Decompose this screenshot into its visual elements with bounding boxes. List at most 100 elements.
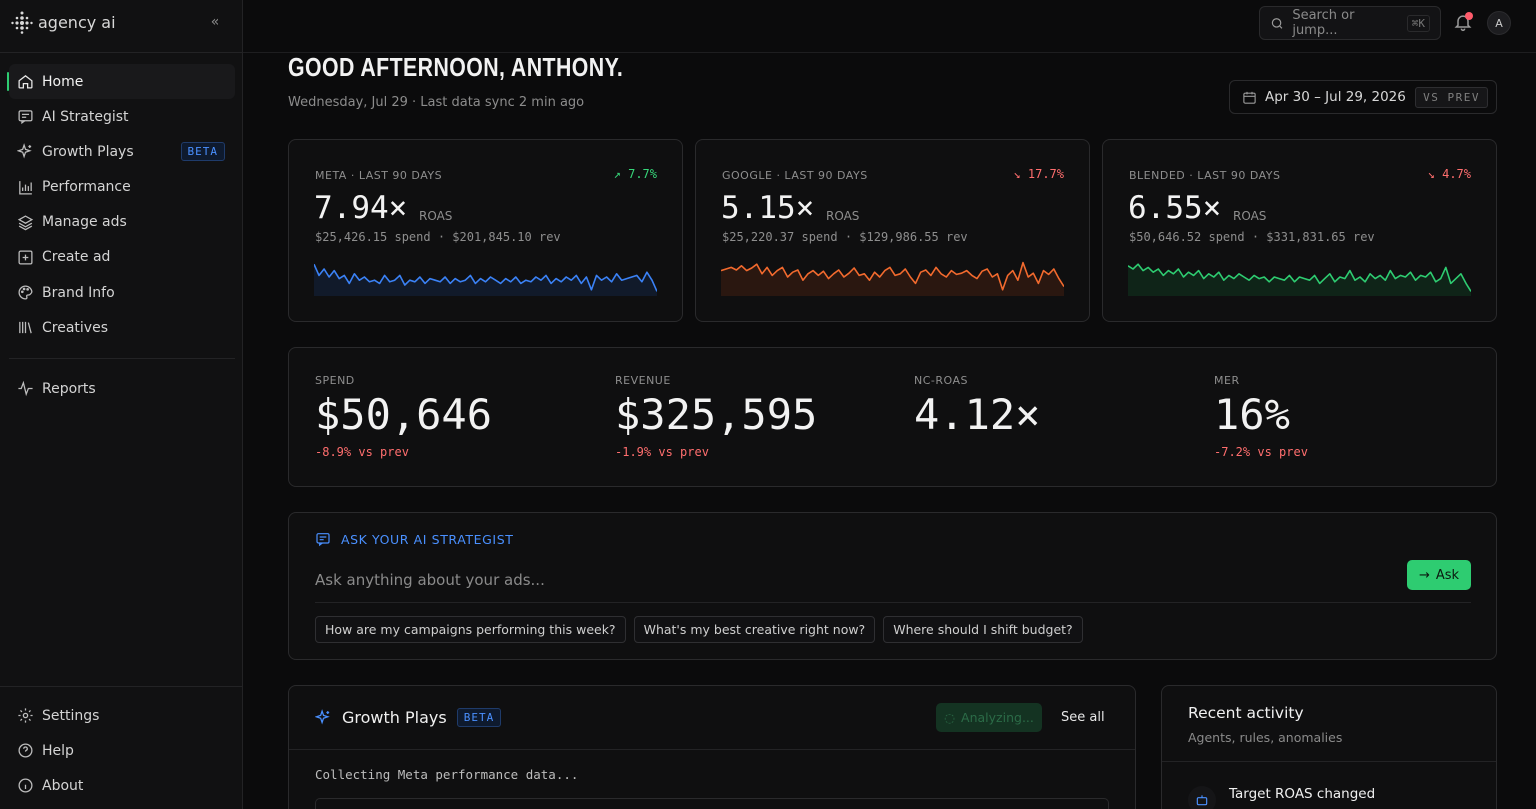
kpi-change: ↘ 17.7% xyxy=(1013,167,1064,181)
recent-activity-panel: Recent activity Agents, rules, anomalies… xyxy=(1161,685,1497,809)
sidebar-item-home[interactable]: Home xyxy=(7,64,235,99)
kpi-change: ↘ 4.7% xyxy=(1427,167,1471,181)
kpi-value: 6.55× xyxy=(1128,190,1222,226)
suggestion-chips: How are my campaigns performing this wee… xyxy=(315,616,1083,643)
sidebar-item-creatives[interactable]: Creatives xyxy=(9,310,235,345)
plus-square-icon xyxy=(18,250,33,265)
sidebar-item-settings[interactable]: Settings xyxy=(9,698,235,733)
recent-activity-subtitle: Agents, rules, anomalies xyxy=(1188,730,1343,745)
bar-chart-icon xyxy=(19,180,32,195)
help-icon xyxy=(18,743,33,758)
palette-icon xyxy=(18,285,33,300)
growth-plays-divider xyxy=(289,749,1135,750)
growth-plays-panel: Growth Plays BETA ◌ Analyzing... See all… xyxy=(288,685,1136,809)
kpi-label: BLENDED · LAST 90 DAYS xyxy=(1129,169,1281,182)
sparkline-line xyxy=(1128,263,1471,292)
sidebar-item-ai-strategist[interactable]: AI Strategist xyxy=(9,99,235,134)
sidebar-item-manage-ads[interactable]: Manage ads xyxy=(9,205,235,240)
search-placeholder: Search or jump... xyxy=(1292,8,1355,38)
sidebar-item-label: Manage ads xyxy=(42,214,127,231)
kpi-value: 7.94× xyxy=(314,190,408,226)
sparkline-area xyxy=(314,264,657,296)
kpi-unit: ROAS xyxy=(826,209,860,223)
home-icon xyxy=(18,75,33,89)
sidebar-item-label: Creatives xyxy=(42,319,108,336)
double-chevron-left-icon: « xyxy=(210,14,220,30)
analyzing-button[interactable]: ◌ Analyzing... xyxy=(936,703,1042,732)
date-range-picker[interactable]: Apr 30 – Jul 29, 2026 VS PREV xyxy=(1229,80,1497,114)
sparkline-line xyxy=(314,263,657,292)
stat-change: -7.2% vs prev xyxy=(1214,445,1308,459)
sidebar-item-reports[interactable]: Reports xyxy=(9,371,235,406)
sparkline-chart xyxy=(1128,263,1471,296)
sparkline-line xyxy=(721,261,1064,291)
ask-button[interactable]: → Ask xyxy=(1407,560,1471,590)
sidebar-divider xyxy=(0,686,243,687)
arrow-right-icon: → xyxy=(1418,567,1430,583)
growth-plays-header: Growth Plays BETA xyxy=(315,708,502,727)
sidebar-item-label: Help xyxy=(42,742,74,759)
stat-value: $325,595 xyxy=(615,390,818,439)
stat-label: NC-ROAS xyxy=(914,374,968,387)
ask-divider xyxy=(315,602,1471,603)
kpi-card-meta: META · LAST 90 DAYS ↗ 7.7% 7.94× ROAS $2… xyxy=(288,139,683,322)
suggestion-chip[interactable]: How are my campaigns performing this wee… xyxy=(315,616,626,643)
growth-plays-status-message: Collecting Meta performance data... xyxy=(315,767,579,782)
secondary-nav: Reports xyxy=(9,371,235,406)
search-box[interactable]: Search or jump... ⌘K xyxy=(1259,6,1441,40)
stat-label: MER xyxy=(1214,374,1240,387)
beta-badge: BETA xyxy=(456,708,502,727)
kpi-subtext: $50,646.52 spend · $331,831.65 rev xyxy=(1129,230,1375,244)
sidebar-item-create-ad[interactable]: Create ad xyxy=(9,240,235,275)
sidebar-item-label: Settings xyxy=(42,707,100,724)
chat-icon xyxy=(18,110,33,125)
date-range-label: Apr 30 – Jul 29, 2026 xyxy=(1265,89,1406,105)
sparkline-chart xyxy=(314,263,657,296)
logo-icon xyxy=(11,11,33,34)
brand-logo[interactable]: agency ai xyxy=(10,9,116,35)
sidebar-item-label: About xyxy=(42,777,84,794)
primary-nav: Home AI Strategist Growth Plays BETA Per… xyxy=(7,64,235,346)
sidebar-item-growth-plays[interactable]: Growth Plays BETA xyxy=(9,134,235,169)
kpi-unit: ROAS xyxy=(419,209,453,223)
spinner-icon: ◌ xyxy=(944,710,956,725)
pulse-icon xyxy=(18,380,33,397)
footer-nav: Settings Help About xyxy=(9,698,235,804)
suggestion-chip[interactable]: What's my best creative right now? xyxy=(633,616,876,643)
sidebar-item-brand-info[interactable]: Brand Info xyxy=(9,275,235,310)
stat-value: 4.12× xyxy=(914,390,1041,439)
sidebar-item-label: Brand Info xyxy=(42,284,115,301)
kpi-change: ↗ 7.7% xyxy=(613,167,657,181)
ask-button-label: Ask xyxy=(1435,567,1460,583)
activity-item-title[interactable]: Target ROAS changed xyxy=(1229,786,1376,802)
ask-ai-panel: ASK YOUR AI STRATEGIST → Ask How are my … xyxy=(288,512,1497,660)
chat-icon xyxy=(316,533,330,547)
kpi-value: 5.15× xyxy=(721,190,815,226)
sidebar-item-performance[interactable]: Performance xyxy=(9,170,235,205)
ask-input[interactable] xyxy=(315,565,1395,595)
see-all-link[interactable]: See all xyxy=(1061,710,1105,725)
sparkline-chart xyxy=(721,261,1064,296)
analyzing-label: Analyzing... xyxy=(961,710,1034,725)
stat-change: -8.9% vs prev xyxy=(315,445,409,459)
sidebar-item-help[interactable]: Help xyxy=(9,733,235,768)
sidebar-divider xyxy=(0,52,243,53)
avatar[interactable]: A xyxy=(1487,11,1511,35)
suggestion-chip[interactable]: Where should I shift budget? xyxy=(883,616,1083,643)
sidebar-item-label: Growth Plays xyxy=(42,143,134,160)
kpi-unit: ROAS xyxy=(1233,209,1267,223)
recent-activity-divider xyxy=(1162,761,1496,762)
sidebar-item-label: Home xyxy=(42,73,84,90)
growth-plays-title: Growth Plays xyxy=(342,708,447,727)
compare-toggle[interactable]: VS PREV xyxy=(1415,86,1488,108)
sparkle-icon xyxy=(315,709,330,725)
page-title: GOOD AFTERNOON, ANTHONY. xyxy=(288,52,624,82)
stat-value: $50,646 xyxy=(315,390,493,439)
kpi-subtext: $25,426.15 spend · $201,845.10 rev xyxy=(315,230,561,244)
sidebar-item-label: Performance xyxy=(42,179,131,196)
collapse-sidebar-button[interactable]: « xyxy=(205,12,225,32)
kpi-subtext: $25,220.37 spend · $129,986.55 rev xyxy=(722,230,968,244)
sidebar-item-about[interactable]: About xyxy=(9,768,235,803)
info-icon xyxy=(18,778,33,793)
